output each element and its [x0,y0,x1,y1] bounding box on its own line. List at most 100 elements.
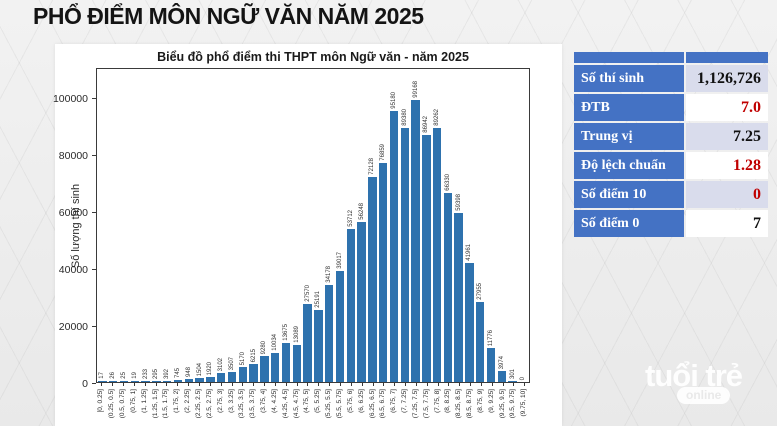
x-tick-cell: (8, 8.25] [443,383,454,426]
x-tick-mark [383,383,385,386]
y-tick-label: 40000 [58,264,88,276]
x-tick-mark [296,383,298,386]
x-tick-cell: (8.5, 8.75] [465,383,476,426]
x-tick-label: [0, 0.25] [97,389,105,413]
bar [368,177,377,382]
x-tick-label: (4, 4.25] [270,389,278,413]
x-tick-label: (3, 3.25] [227,389,235,413]
bar-column: 27570 [302,69,313,382]
x-tick-mark [285,383,287,386]
bar [119,381,129,382]
bar-column: 948 [183,69,194,382]
bar-column: 34178 [324,69,335,382]
bar-value-label: 233 [142,368,149,379]
bar-value-label: 66330 [444,174,451,191]
x-tick-label: (0.5, 0.75] [118,389,126,419]
x-tick-mark [448,383,450,386]
x-tick-cell: (9.75, 10] [519,383,530,426]
x-tick-mark [426,383,428,386]
bar-value-label: 86942 [423,116,430,133]
bar [260,356,269,382]
stat-label: ĐTB [574,94,684,121]
bar-value-label: 25191 [315,291,322,308]
bar-value-label: 27570 [304,285,311,302]
bar-column: 86942 [421,69,432,382]
bar-column: 1920 [205,69,216,382]
bar [324,285,334,382]
bar [497,371,507,382]
x-tick-label: (0.25, 0.5] [108,389,116,419]
x-tick-label: (9.75, 10] [520,389,528,417]
x-tick-mark [274,383,276,386]
bar [195,378,204,382]
x-tick-mark [220,383,222,386]
x-tick-label: (9, 9.25] [487,389,495,413]
bar [335,271,345,382]
x-tick-mark [513,383,515,386]
bar-value-label: 3102 [218,357,225,371]
x-tick-cell: (0.75, 1] [129,383,140,426]
x-tick-label: (8.25, 8.5] [455,389,463,419]
x-tick-label: (4.75, 5] [303,389,311,413]
bar-value-label: 11776 [488,329,495,346]
x-tick-cell: (7, 7.25] [400,383,411,426]
x-tick-label: (1.75, 2] [173,389,181,413]
bar [454,213,463,382]
x-tick-cell: (5, 5.25] [313,383,324,426]
bar [411,100,420,382]
bar [389,111,399,382]
bar-value-label: 25 [120,372,127,379]
x-tick-cell: (9, 9.25] [486,383,497,426]
bar-value-label: 1504 [196,362,203,376]
bar [432,128,442,382]
x-tick-mark [101,383,103,386]
watermark-online-badge: online [677,387,731,404]
x-tick-label: (7, 7.25] [400,389,408,413]
x-tick-label: (8.75, 9] [476,389,484,413]
bar-value-label: 3507 [228,356,235,370]
bar-column: 392 [162,69,173,382]
bar-column: 3507 [227,69,238,382]
x-tick-label: (1.5, 1.75] [162,389,170,419]
x-tick-mark [372,383,374,386]
bar [443,193,453,382]
bar-column: 59398 [453,69,464,382]
y-tick-label: 60000 [58,207,88,219]
stat-label: Số điểm 0 [574,210,684,237]
x-tick-cell: (2, 2.25] [183,383,194,426]
x-tick-label: (2, 2.25] [183,389,191,413]
bar-column: 53712 [345,69,356,382]
x-tick-mark [470,383,472,386]
x-tick-label: (3.75, 4] [259,389,267,413]
x-tick-label: (4.25, 4.5] [281,389,289,419]
x-tick-mark [133,383,135,386]
x-tick-label: (7.25, 7.5] [411,389,419,419]
table-row: Số thí sinh 1,126,726 [574,65,768,92]
stat-value: 7.0 [686,94,768,121]
x-tick-label: (8.5, 8.75] [465,389,473,419]
x-tick-label: (5.25, 5.5] [324,389,332,419]
bar-value-label: 0 [520,376,527,380]
bar-value-label: 17 [99,372,106,379]
x-tick-label: (8, 8.25] [444,389,452,413]
x-tick-cell: (1, 1.25] [139,383,150,426]
x-tick-label: (4.5, 4.75] [292,389,300,419]
x-tick-mark [329,383,331,386]
bar-column: 19 [129,69,140,382]
page-title: PHỔ ĐIỂM MÔN NGỮ VĂN NĂM 2025 [33,3,424,29]
bar-column: 11776 [486,69,497,382]
x-tick-cell: (4.5, 4.75] [291,383,302,426]
x-tick-mark [491,383,493,386]
x-tick-cell: (0.5, 0.75] [118,383,129,426]
x-tick-mark [155,383,157,386]
bar-value-label: 99168 [412,81,419,98]
bar-value-label: 34178 [326,266,333,283]
bar-value-label: 89380 [401,109,408,126]
y-tick-mark [92,269,96,270]
x-tick-mark [112,383,114,386]
y-tick-mark [92,155,96,156]
x-tick-cell: (2.5, 2.75] [204,383,215,426]
bar-column: 10034 [270,69,281,382]
x-tick-cell: (2.75, 3] [215,383,226,426]
bar-column: 0 [518,69,529,382]
